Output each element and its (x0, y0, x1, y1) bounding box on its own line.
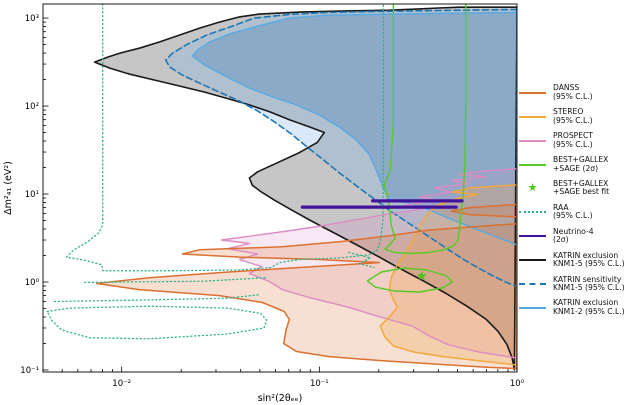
legend-label-stereo: STEREO (95% C.L.) (553, 106, 593, 125)
legend-swatch-raa-line-icon (519, 211, 546, 214)
y-axis-ticks (43, 17, 49, 371)
legend-swatch-knm12-excl-line-icon (519, 307, 546, 310)
y-tick-label: 10² (25, 102, 39, 112)
legend-swatch-neutrino-4-line-icon (519, 235, 546, 238)
best-gallex-sage-contour (383, 4, 467, 255)
legend-label-danss: DANSS (95% C.L.) (553, 83, 593, 101)
x-tick-label: 10⁻² (112, 379, 131, 389)
legend-entry-knm15-sens: KATRIN sensitivity KNM1-5 (95% C.L.) (519, 274, 624, 293)
katrin-knm15-exclusion-region (94, 7, 517, 370)
legend-swatch-best-fit-star-icon: ★ (519, 181, 546, 195)
danss-contour (95, 222, 517, 370)
raa-contour (348, 251, 375, 269)
axes-layer: 10⁻² 10⁻¹ 10⁰ 10³ 10² 10¹ 10⁰ 10⁻¹ (20, 3, 525, 389)
best-gallex-sage-best-fit-marker (416, 270, 427, 281)
contour-lines-layer (46, 4, 517, 371)
katrin-knm15-sensitivity-region (165, 9, 517, 287)
legend-label-neutrino-4: Neutrino-4 (2σ) (553, 226, 594, 245)
katrin-knm15-exclusion-contour (93, 6, 517, 371)
x-axis-ticks (42, 366, 518, 372)
legend-label-raa: RAA (95% C.L.) (553, 202, 593, 221)
legend-entry-knm15-excl: KATRIN exclusion KNM1-5 (95% C.L.) (519, 250, 624, 269)
x-tick-label: 10⁻¹ (310, 379, 329, 389)
legend: DANSS (95% C.L.) STEREO (95% C.L.) PROSPECT(… (519, 83, 624, 323)
katrin-knm12-exclusion-region (192, 12, 517, 246)
legend-entry-neutrino-4: Neutrino-4 (2σ) (519, 226, 623, 245)
legend-entry-best-fit: ★ BEST+GALLEX +SAGE best fit (519, 178, 623, 197)
stereo-contour (379, 184, 517, 366)
legend-label-knm15-excl: KATRIN exclusion KNM1-5 (95% C.L.) (553, 250, 624, 269)
legend-entry-stereo: STEREO (95% C.L.) (519, 106, 623, 125)
contour-fills-layer (94, 7, 517, 370)
y-tick-label: 10³ (25, 14, 39, 24)
y-tick-label: 10⁻¹ (20, 366, 39, 376)
legend-entry-raa: RAA (95% C.L.) (519, 202, 623, 221)
legend-swatch-best-contour-line-icon (519, 163, 546, 166)
raa-contour (46, 305, 268, 340)
legend-label-knm15-sens: KATRIN sensitivity KNM1-5 (95% C.L.) (553, 274, 624, 293)
legend-entry-danss: DANSS (95% C.L.) (519, 83, 623, 101)
y-tick-label: 10¹ (25, 190, 39, 200)
legend-entry-knm12-excl: KATRIN exclusion KNM1-2 (95% C.L.) (519, 298, 624, 317)
y-axis-label: Δm²₄₁ (eV²) (3, 161, 14, 215)
star-icon: ★ (527, 181, 538, 195)
y-tick-label: 10⁰ (25, 278, 40, 288)
raa-contour (84, 277, 268, 284)
legend-label-best-contour: BEST+GALLEX +SAGE (2σ) (553, 154, 609, 173)
legend-swatch-knm15-sens-line-icon (519, 283, 546, 286)
legend-swatch-prospect-line-icon (519, 139, 546, 142)
legend-label-best-fit: BEST+GALLEX +SAGE best fit (553, 178, 610, 197)
best-gallex-sage-contour (366, 267, 453, 293)
prospect-contour (220, 168, 517, 359)
legend-swatch-stereo-line-icon (519, 115, 546, 118)
x-tick-label: 10⁰ (510, 379, 525, 389)
x-axis-label: sin²(2θₑₑ) (258, 393, 303, 404)
danss-region (96, 223, 517, 369)
legend-label-prospect: PROSPECT (95% C.L.) (553, 130, 593, 149)
katrin-knm12-exclusion-contour (191, 11, 517, 246)
katrin-knm15-sensitivity-contour (164, 8, 517, 288)
raa-contour (53, 293, 262, 303)
stereo-region (380, 184, 517, 365)
legend-entry-prospect: PROSPECT (95% C.L.) (519, 130, 623, 149)
plot-border (42, 3, 518, 373)
raa-contour (65, 4, 385, 272)
legend-swatch-knm15-excl-line-icon (519, 259, 546, 262)
legend-label-knm12-excl: KATRIN exclusion KNM1-2 (95% C.L.) (553, 298, 624, 317)
legend-swatch-danss-line-icon (519, 91, 546, 94)
legend-entry-best-contour: BEST+GALLEX +SAGE (2σ) (519, 154, 623, 173)
